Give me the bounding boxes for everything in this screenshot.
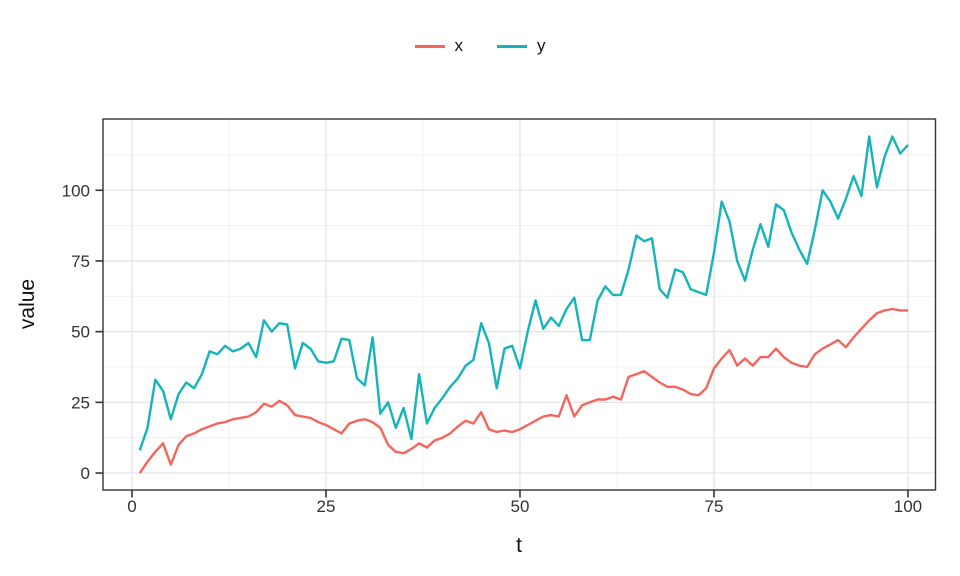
- legend-key-x: [414, 44, 445, 48]
- x-series-line: [138, 307, 908, 474]
- x-tick-label: 50: [511, 497, 530, 516]
- x-axis-title: t: [516, 534, 522, 557]
- legend-key-y: [497, 44, 527, 48]
- legend-label-x: x: [454, 36, 464, 55]
- y-axis-title: value: [16, 279, 39, 329]
- plot-panel: [103, 119, 936, 490]
- legend-item-x: x: [414, 36, 464, 56]
- x-tick-label: 75: [705, 497, 724, 516]
- y-series-line: [138, 135, 909, 451]
- legend-label-y: y: [537, 36, 546, 55]
- legend-item-y: y: [497, 36, 546, 56]
- y-tick-label: 0: [81, 464, 90, 483]
- panel-border: [102, 118, 937, 491]
- y-tick-label: 75: [71, 252, 90, 271]
- y-tick-label: 100: [62, 181, 90, 200]
- x-tick-label: 100: [894, 497, 922, 516]
- x-tick-label: 0: [127, 497, 136, 516]
- y-tick-label: 25: [71, 393, 90, 412]
- x-tick-label: 25: [317, 497, 336, 516]
- y-tick-label: 50: [71, 323, 90, 342]
